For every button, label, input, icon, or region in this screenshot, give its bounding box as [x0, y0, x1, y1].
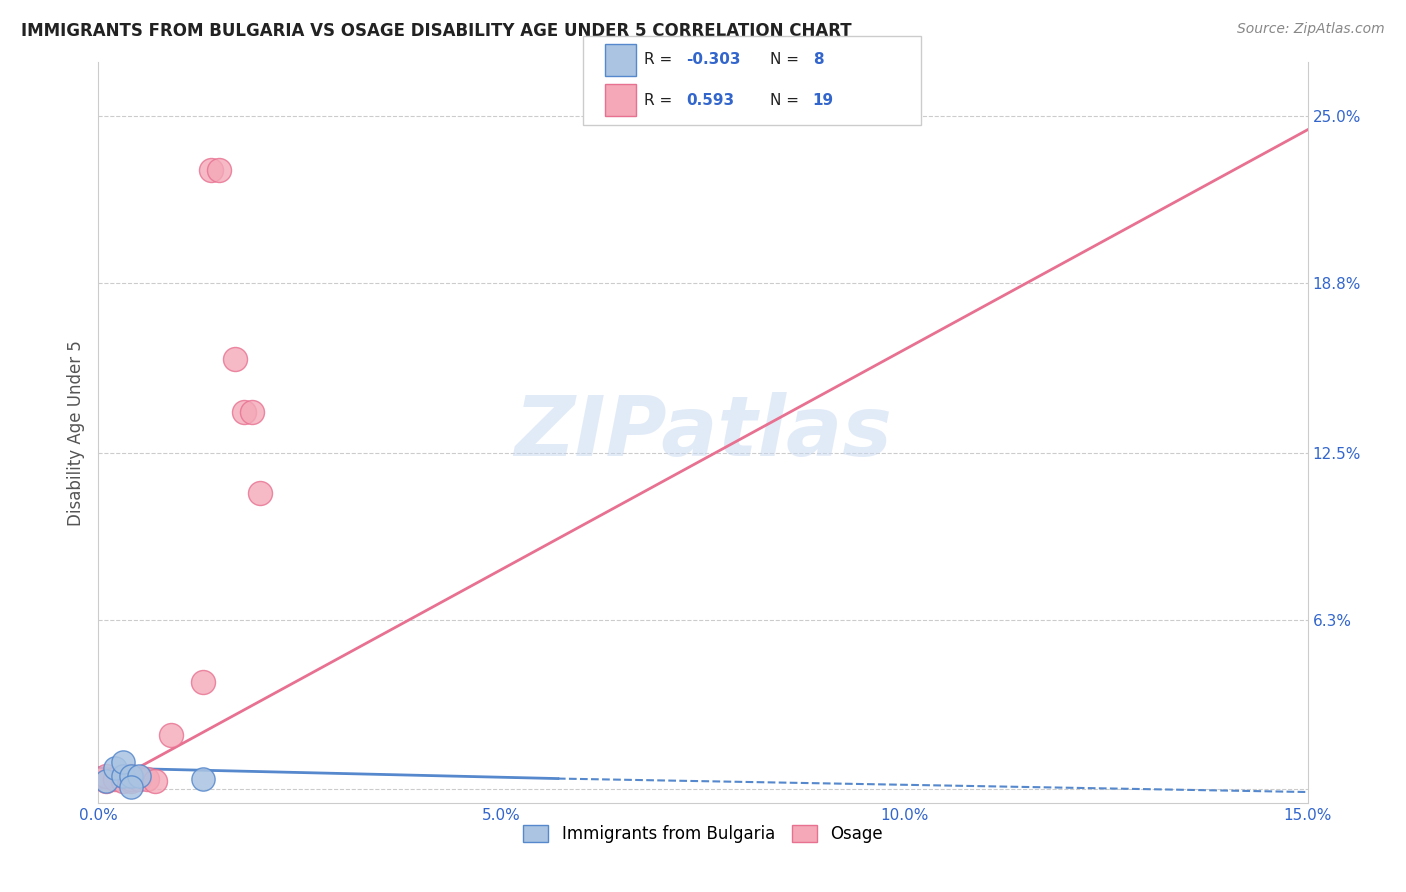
Point [160, 729, 183, 743]
Point [143, 774, 166, 789]
Point [232, 405, 254, 419]
Text: R =: R = [644, 93, 678, 108]
Text: R =: R = [644, 53, 678, 68]
Point [103, 761, 125, 775]
Point [193, 674, 215, 689]
Text: 0.593: 0.593 [686, 93, 734, 108]
Legend: Immigrants from Bulgaria, Osage: Immigrants from Bulgaria, Osage [517, 819, 889, 850]
Point [240, 405, 263, 419]
Text: 19: 19 [813, 93, 834, 108]
Point [111, 774, 134, 789]
Point [120, 780, 142, 794]
Text: 8: 8 [813, 53, 824, 68]
Text: N =: N = [770, 93, 804, 108]
Text: IMMIGRANTS FROM BULGARIA VS OSAGE DISABILITY AGE UNDER 5 CORRELATION CHART: IMMIGRANTS FROM BULGARIA VS OSAGE DISABI… [21, 22, 852, 40]
Point [111, 769, 134, 783]
Text: Source: ZipAtlas.com: Source: ZipAtlas.com [1237, 22, 1385, 37]
Y-axis label: Disability Age Under 5: Disability Age Under 5 [66, 340, 84, 525]
Point [128, 772, 150, 786]
Point [193, 772, 215, 786]
Point [96, 769, 118, 783]
Point [120, 772, 142, 786]
Text: ZIPatlas: ZIPatlas [515, 392, 891, 473]
Point [249, 486, 271, 500]
Text: N =: N = [770, 53, 804, 68]
Point [111, 769, 134, 783]
Point [208, 163, 231, 178]
Text: -0.303: -0.303 [686, 53, 741, 68]
Point [120, 769, 142, 783]
Point [96, 774, 118, 789]
Point [120, 769, 142, 783]
Point [96, 774, 118, 789]
Point [224, 351, 246, 366]
Point [200, 163, 222, 178]
Point [103, 772, 125, 786]
Point [135, 772, 157, 786]
Point [120, 774, 142, 789]
Point [111, 756, 134, 770]
Point [128, 769, 150, 783]
